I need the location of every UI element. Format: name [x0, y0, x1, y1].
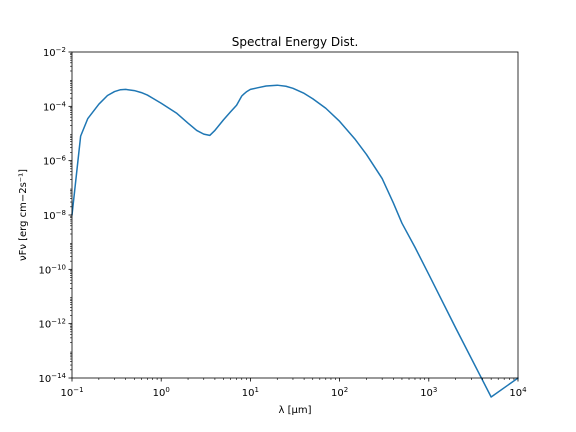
x-tick-label: 104 [509, 386, 527, 399]
x-tick-label: 100 [153, 386, 170, 399]
y-tick-label: 10−6 [43, 155, 67, 168]
y-axis-label: νFν [erg cm−2s⁻¹] [18, 169, 29, 261]
x-tick-label: 101 [242, 386, 259, 399]
y-tick-label: 10−14 [38, 372, 66, 385]
y-tick-label: 10−10 [38, 263, 66, 276]
y-tick-label: 10−12 [38, 318, 66, 331]
y-axis-ticks: 10−14 10−12 10−10 10−8 10−6 10−4 10−2 [38, 46, 72, 385]
y-tick-label: 10−4 [43, 100, 67, 113]
x-tick-label: 10−1 [60, 386, 83, 399]
x-tick-label: 103 [420, 386, 437, 399]
sed-curve [71, 84, 519, 398]
y-tick-label: 10−2 [43, 46, 66, 59]
chart-title: Spectral Energy Dist. [232, 35, 359, 49]
x-tick-label: 102 [331, 386, 348, 399]
x-axis-label: λ [μm] [278, 405, 311, 416]
x-axis-ticks: 10−1 100 101 102 103 104 [60, 378, 527, 399]
y-tick-label: 10−8 [43, 209, 66, 222]
